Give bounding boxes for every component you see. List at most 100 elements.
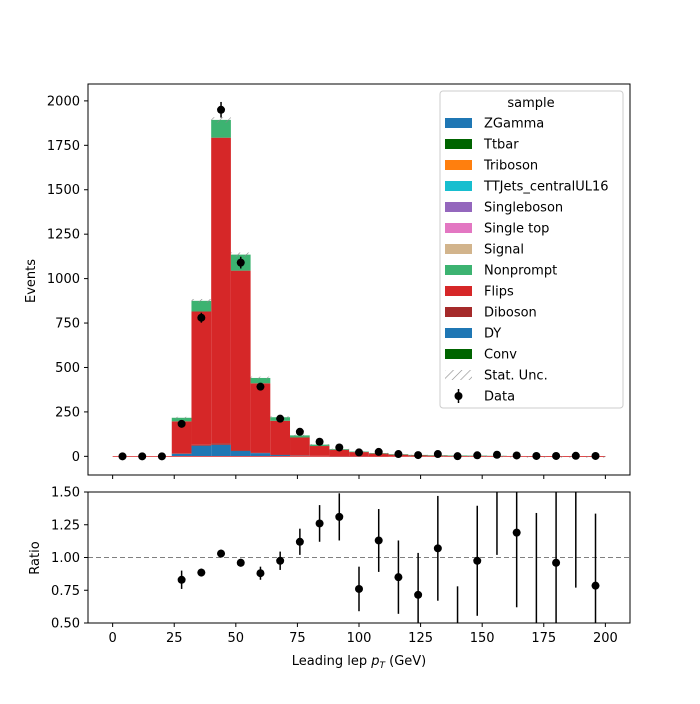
ratio-point [295,537,304,546]
ratio-point [197,568,206,577]
legend-label: Flips [484,285,514,300]
legend-swatch-hatch [445,370,472,380]
legend-entries: ZGamma Ttbar Triboson TTJets_centralUL16 Sin… [445,117,609,405]
ratio-point [394,573,403,582]
legend-swatch [445,160,472,170]
legend-swatch [445,181,472,191]
x-axis-label: Leading lep pT (GeV) [292,654,426,671]
ratio-y-axis-label: Ratio [28,541,43,574]
ratio-x-tick-label: 175 [531,631,556,646]
legend-label: ZGamma [484,117,544,132]
main-panel: 0 250 500 750 1000 1250 1500 1750 2000 Events sa… [24,83,631,479]
ratio-point [315,519,324,528]
bar-diboson [290,455,310,456]
data-point [315,437,324,446]
ratio-point [355,584,363,593]
legend-label: Singleboson [484,201,563,216]
legend-entry-zgamma: ZGamma [445,117,544,132]
data-point [374,447,383,456]
legend-swatch [445,349,472,359]
legend-label: Ttbar [483,138,519,153]
legend-entry-signal: Signal [445,243,524,258]
data-point [177,419,186,428]
legend-entry-ttbar: Ttbar [445,138,519,153]
legend-marker [454,392,463,400]
main-y-axis: 0 250 500 750 1000 1250 1500 1750 2000 [47,94,88,465]
y-tick-label: 250 [55,405,80,420]
main-y-axis-label: Events [24,259,39,303]
legend-entry-stat-unc-: Stat. Unc. [445,369,548,384]
ratio-point [473,556,482,565]
ratio-x-tick-label: 100 [347,631,372,646]
bar-flips [309,446,330,456]
legend-entry-triboson: Triboson [445,159,538,174]
legend-swatch [445,307,472,317]
stat-unc-bin [211,117,231,123]
data-points [118,101,600,461]
ratio-point [217,549,226,558]
stat-unc-bin [250,376,271,380]
data-point [571,451,580,460]
ratio-x-tick-label: 200 [593,631,618,646]
ratio-x-tick-label: 0 [108,631,116,646]
legend-swatch [445,286,472,296]
legend-swatch [445,118,472,128]
bar-flips [250,383,271,453]
legend-label: Diboson [484,306,537,321]
legend-entry-single-top: Single top [445,222,549,237]
y-tick-label: 1000 [47,272,80,287]
y-tick-label: 2000 [47,94,80,109]
legend-swatch [445,244,472,254]
ratio-x-tick-label: 125 [408,631,433,646]
data-point [552,451,561,460]
ratio-point [414,590,423,599]
legend-label: Stat. Unc. [484,369,548,384]
legend-entry-dy: DY [445,327,501,342]
legend-entry-nonprompt: Nonprompt [445,264,557,279]
ratio-point [177,575,186,584]
legend-label: Triboson [483,159,538,174]
data-point [295,427,304,436]
y-tick-label: 1750 [47,139,80,154]
bar-flips [230,270,251,451]
legend: sample ZGamma Ttbar Triboson TTJets_central… [439,90,624,409]
ratio-points [177,492,600,623]
bar-flips [171,421,192,454]
data-point [138,452,147,461]
ratio-y-tick-label: 1.50 [51,486,80,501]
bar-diboson [171,453,192,454]
legend-entry-conv: Conv [445,348,517,363]
ratio-x-tick-label: 25 [166,631,183,646]
bar-diboson [191,444,212,446]
y-tick-label: 0 [72,450,80,465]
bar-diboson [250,452,271,454]
data-point [394,450,403,459]
legend-entry-diboson: Diboson [445,306,537,321]
data-point [453,452,462,461]
legend-label: Data [484,390,515,405]
legend-swatch [445,223,472,233]
bar-diboson [270,454,291,456]
ratio-y-tick-label: 1.00 [51,551,80,566]
bar-flips [211,137,231,444]
ratio-point [512,528,521,537]
bar-dy [270,454,291,457]
y-tick-label: 1500 [47,183,80,198]
bar-nonprompt [250,377,271,384]
ratio-panel: 0.50 0.75 1.00 1.25 1.50 0 25 50 75 100 125 150 175… [28,486,631,671]
y-tick-label: 500 [55,361,80,376]
data-point [256,382,265,391]
legend-label: TTJets_centralUL16 [483,180,609,195]
y-tick-label: 750 [55,317,80,332]
stat-unc-bin [171,416,192,419]
ratio-y-axis: 0.50 0.75 1.00 1.25 1.50 [51,486,88,632]
bar-diboson [230,450,251,452]
legend-label: Nonprompt [484,264,557,279]
legend-swatch [445,139,472,149]
ratio-point [335,512,344,521]
legend-swatch [445,328,472,338]
bar-dy [211,444,231,457]
legend-label: Single top [484,222,549,237]
bar-nonprompt [191,300,212,312]
ratio-y-tick-label: 0.50 [51,617,80,632]
